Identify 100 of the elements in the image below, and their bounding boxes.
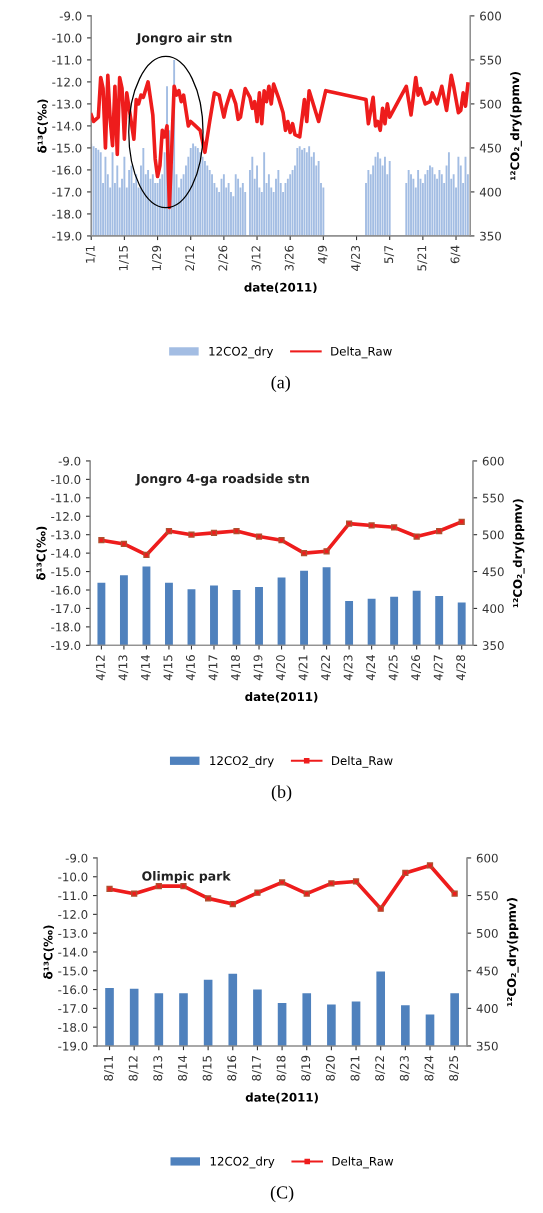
legend-label: 12CO2_dry [210,755,274,768]
y-tick-label: -11.0 [58,891,88,901]
x-axis-title: date(2011) [245,691,318,703]
x-tick-label: 4/21 [298,655,309,681]
x-tick-label: 8/15 [202,1056,213,1081]
x-tick-label: 6/4 [450,245,461,264]
x-tick-label: 4/24 [366,655,376,681]
x-axis-title: date(2011) [244,282,317,294]
y-tick-label: -17.0 [51,604,81,614]
x-tick-label: 4/26 [411,655,422,681]
x-tick-label: 1/29 [152,245,162,271]
x-tick-label: 3/12 [251,246,262,271]
y-axis-title: δ¹³C(‰) [36,526,47,581]
y2-tick-label: 600 [482,456,504,466]
y-tick-label: -19.0 [58,1041,88,1051]
y-tick-label: -18.0 [51,622,81,632]
y2-tick-label: 400 [476,1004,498,1014]
y-tick-label: -14.0 [58,947,88,957]
x-tick-label: 8/23 [399,1055,410,1081]
x-tick-label: 8/16 [227,1055,238,1081]
y-tick-label: -11.0 [51,493,81,503]
x-tick-label: 1/1 [85,246,96,263]
x-tick-label: 2/12 [185,246,196,271]
y2-tick-label: 500 [482,530,504,540]
y-tick-label: -18.0 [58,1022,88,1032]
x-tick-label: 4/18 [231,655,241,681]
x-tick-label: 4/15 [163,655,174,681]
y-tick-label: -13.0 [58,928,88,938]
x-tick-label: 4/12 [95,655,106,681]
x-tick-label: 5/7 [384,245,395,264]
y-tick-label: -10.0 [58,872,88,882]
y2-tick-label: 350 [476,1041,498,1051]
y-tick-label: -16.0 [51,585,81,595]
x-tick-label: 8/18 [276,1055,287,1081]
x-axis-title: date(2011) [245,1092,318,1104]
y-tick-label: -13.0 [52,99,82,109]
y-tick-label: -14.0 [51,548,81,558]
y2-tick-label: 450 [476,966,498,976]
text: Olimpic park [142,871,231,884]
text: (a) [271,375,290,393]
text: Jongro 4-ga roadside stn [135,473,309,486]
legend-label: Delta_Raw [332,755,393,768]
text: Jongro air stn [136,32,232,45]
y-tick-label: -17.0 [52,187,82,197]
y-tick-label: -10.0 [52,33,82,43]
y-tick-label: -17.0 [58,1004,88,1014]
x-tick-label: 8/14 [177,1055,188,1081]
x-tick-label: 8/13 [153,1055,164,1081]
x-tick-label: 4/27 [433,655,444,681]
y-tick-label: -9.0 [59,11,82,21]
y-tick-label: -16.0 [52,165,82,175]
x-tick-label: 8/25 [449,1056,460,1081]
x-tick-label: 8/21 [350,1056,361,1081]
x-tick-label: 4/22 [321,655,331,681]
x-tick-label: 4/23 [343,655,354,681]
y2-tick-label: 550 [480,55,502,65]
x-tick-label: 4/14 [141,655,151,681]
y-tick-label: -14.0 [52,121,82,131]
y-tick-label: -16.0 [58,985,88,995]
x-tick-label: 4/13 [118,655,129,681]
y2-tick-label: 350 [482,641,504,650]
y-tick-label: -15.0 [58,966,88,976]
x-tick-label: 4/20 [276,655,286,681]
y-tick-label: -18.0 [52,209,82,219]
x-tick-label: 4/23 [351,245,361,271]
y-tick-label: -12.0 [51,511,81,521]
y2-tick-label: 600 [476,853,498,863]
y2-tick-label: 450 [482,567,504,577]
x-tick-label: 5/21 [417,246,428,271]
y-axis-title: δ¹³C(‰) [37,99,48,153]
y-tick-label: -19.0 [52,231,82,241]
x-tick-label: 8/17 [251,1056,262,1081]
text: (b) [271,785,292,802]
y2-tick-label: 600 [480,11,502,21]
y-tick-label: -13.0 [51,530,81,540]
y2-axis-title: ¹²CO₂_dry(ppmv) [510,72,522,181]
x-tick-label: 2/26 [218,245,229,271]
y2-tick-label: 450 [479,143,502,153]
legend-label: 12CO2_dry [209,346,274,359]
legend-label: Delta_Raw [331,346,392,359]
x-tick-label: 4/9 [317,245,328,264]
y2-tick-label: 550 [482,493,504,503]
y-tick-label: -9.0 [58,456,81,466]
x-tick-label: 4/19 [253,655,264,681]
x-tick-label: 3/26 [284,245,295,271]
y2-tick-label: 350 [480,231,502,241]
y-tick-label: -11.0 [52,55,82,65]
y-axis-title: δ¹³C(‰) [43,925,54,979]
y2-tick-label: 400 [482,604,504,614]
y2-axis-title: ¹²CO₂_dry(ppmv) [512,499,525,608]
y-tick-label: -10.0 [51,475,81,485]
x-tick-label: 4/17 [208,655,219,681]
y-tick-label: -15.0 [52,143,82,153]
x-tick-label: 8/24 [424,1055,435,1081]
y2-tick-label: 500 [476,928,498,938]
y-tick-label: -12.0 [52,77,82,87]
x-tick-label: 8/11 [104,1056,114,1081]
x-tick-label: 4/28 [456,655,467,681]
x-tick-label: 8/22 [375,1056,386,1081]
y-tick-label: -12.0 [58,910,88,920]
